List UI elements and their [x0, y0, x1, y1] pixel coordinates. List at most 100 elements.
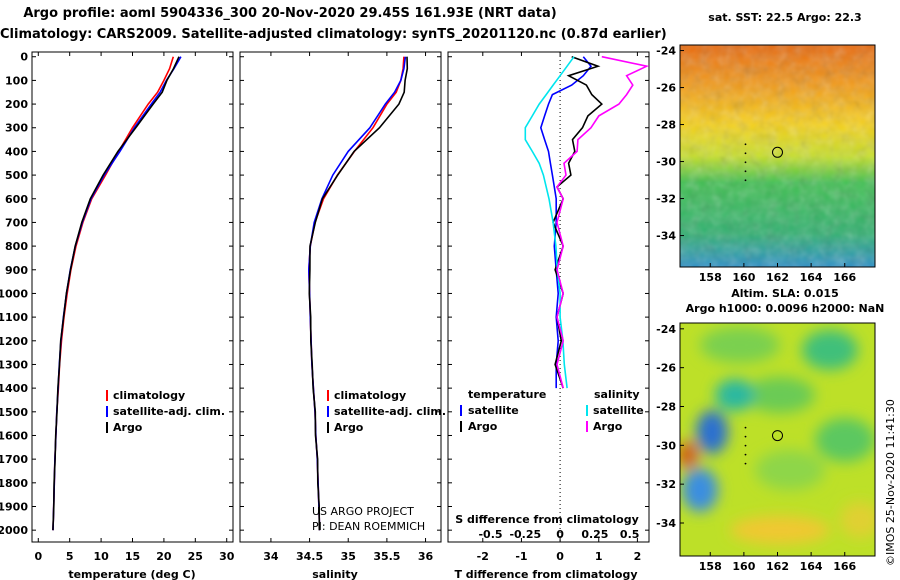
x-tick-label: -2: [477, 550, 489, 563]
legend-argo: Argo: [113, 421, 143, 434]
track-dot: [744, 161, 747, 164]
series-line-satellite-adj-clim-: [52, 56, 182, 531]
x-tick-label: 35: [341, 550, 356, 563]
legend-s-argo: Argo: [593, 420, 623, 433]
map-y-tick-label: -30: [656, 439, 676, 452]
x-tick-label: 30: [219, 550, 235, 563]
legend-t-argo: Argo: [468, 420, 498, 433]
depth-tick-label: 1400: [0, 382, 28, 395]
track-dot: [744, 179, 747, 182]
salinity-xlabel: salinity: [312, 568, 358, 580]
map-x-tick-label: 162: [766, 271, 789, 284]
salinity-legend: climatology satellite-adj. clim. Argo US…: [312, 389, 446, 533]
x-tick-label: 25: [188, 550, 203, 563]
sst-map: 158 160 162 164 166 -24 -26 -28 -30 -32 -34: [656, 44, 876, 284]
map-x-tick-label: 164: [800, 271, 823, 284]
depth-tick-label: 2000: [0, 524, 28, 537]
sla-anomalies: [680, 327, 875, 544]
project-annotation: US ARGO PROJECT: [312, 505, 414, 518]
series-line-t-satellite: [539, 56, 593, 389]
sla-map-title1: Altim. SLA: 0.015: [731, 287, 839, 300]
depth-tick-label: 1500: [0, 406, 28, 419]
x-tick-label: 15: [125, 550, 140, 563]
legend-header-temperature: temperature: [468, 388, 546, 401]
chart-title-line2: Climatology: CARS2009. Satellite-adjuste…: [0, 27, 667, 42]
map-y-tick-label: -34: [656, 230, 676, 243]
track-dot: [744, 435, 747, 438]
depth-axis: 0 100 200 300 400 500 600 700 800 900 1000 1100 1200…: [0, 51, 649, 537]
legend-argo: Argo: [334, 421, 364, 434]
s-tick-label: -0.25: [509, 528, 541, 541]
track-dot: [744, 426, 747, 429]
map-y-tick-label: -26: [656, 362, 676, 375]
s-tick-label: 0.25: [581, 528, 608, 541]
legend-header-salinity: salinity: [594, 388, 640, 401]
s-tick-label: -0.5: [478, 528, 502, 541]
map-x-tick-label: 164: [800, 560, 823, 573]
map-y-tick-label: -26: [656, 82, 676, 95]
temperature-panel: [31, 51, 234, 543]
depth-tick-label: 1900: [0, 500, 28, 513]
depth-tick-label: 1100: [0, 311, 28, 324]
salinity-lines: 34 34.5 35 35.5 36: [263, 52, 434, 563]
argo-position-marker: [772, 146, 783, 158]
sla-map-title2: Argo h1000: 0.0096 h2000: NaN: [685, 302, 885, 315]
pi-annotation: PI: DEAN ROEMMICH: [312, 520, 425, 533]
series-line-t-argo: [552, 55, 603, 389]
depth-tick-label: 600: [5, 193, 28, 206]
map-y-tick-label: -32: [656, 193, 676, 206]
s-tick-label: 0: [556, 528, 564, 541]
depth-tick-label: 500: [5, 169, 28, 182]
map-y-tick-label: -24: [656, 323, 676, 336]
legend-t-satellite: satellite: [468, 404, 519, 417]
sst-map-title: sat. SST: 22.5 Argo: 22.3: [708, 11, 862, 24]
track-dot: [744, 462, 747, 465]
salinity-panel: [239, 51, 442, 543]
x-tick-label: -1: [515, 550, 527, 563]
x-tick-label: 2: [634, 550, 642, 563]
depth-tick-label: 800: [5, 240, 28, 253]
difference-toplabel: S difference from climatology: [455, 513, 639, 526]
series-line-climatology: [52, 56, 175, 531]
depth-tick-label: 0: [20, 51, 28, 64]
x-tick-label: 5: [66, 550, 74, 563]
temperature-legend: climatology satellite-adj. clim. Argo: [106, 389, 225, 434]
x-tick-label: 0: [34, 550, 42, 563]
sla-map-axes: 158 160 162 164 166 -24 -26 -28 -30 -32 -34: [656, 323, 856, 573]
depth-tick-label: 1200: [0, 335, 28, 348]
map-x-tick-label: 166: [833, 560, 856, 573]
difference-lines: -2 -1 0 1 2 -0.5 -0.25 0 0.25 0.5: [477, 52, 650, 563]
depth-tick-label: 300: [5, 122, 28, 135]
map-x-tick-label: 158: [699, 271, 722, 284]
map-x-tick-label: 160: [732, 560, 755, 573]
legend-s-satellite: satellite: [593, 404, 644, 417]
depth-tick-label: 1000: [0, 287, 28, 300]
track-dot: [744, 453, 747, 456]
series-line-climatology: [307, 56, 405, 531]
depth-tick-label: 700: [5, 216, 28, 229]
depth-tick-label: 1300: [0, 358, 28, 371]
map-y-tick-label: -28: [656, 400, 676, 413]
temperature-lines: 0 5 10 15 20 25 30: [34, 52, 235, 563]
imos-footer: ©IMOS 25-Nov-2020 11:41:30: [884, 399, 897, 566]
difference-panel: [447, 51, 650, 543]
x-tick-label: 34.5: [296, 550, 323, 563]
s-tick-label: 0.5: [620, 528, 640, 541]
map-y-tick-label: -34: [656, 517, 676, 530]
x-tick-label: 34: [263, 550, 279, 563]
map-x-tick-label: 160: [732, 271, 755, 284]
series-line-s-satellite: [524, 56, 575, 389]
series-line-satellite-adj-clim-: [307, 56, 407, 531]
argo-position-marker: [772, 430, 783, 442]
map-x-tick-label: 158: [699, 560, 722, 573]
x-tick-label: 0: [556, 550, 564, 563]
x-tick-label: 1: [595, 550, 603, 563]
x-tick-label: 20: [156, 550, 172, 563]
chart-title-line1: Argo profile: aoml 5904336_300 20-Nov-20…: [23, 6, 557, 21]
temperature-xlabel: temperature (deg C): [68, 568, 195, 580]
map-y-tick-label: -30: [656, 156, 676, 169]
difference-legend: temperature salinity satellite Argo sate…: [460, 388, 644, 433]
series-line-argo: [52, 56, 180, 531]
track-dot: [744, 444, 747, 447]
